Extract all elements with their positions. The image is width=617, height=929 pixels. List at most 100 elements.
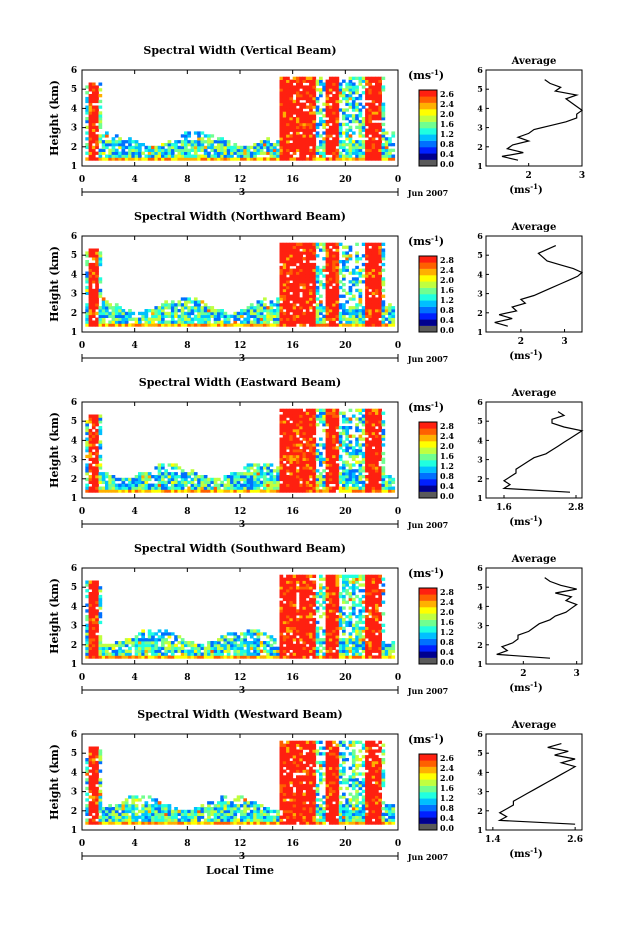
average-x-tick-label: 2.8 xyxy=(568,503,584,513)
heatmap-cell xyxy=(289,122,294,127)
heatmap-cell xyxy=(296,314,300,318)
y-tick-label: 3 xyxy=(71,456,77,466)
heatmap-cell xyxy=(325,480,330,484)
heatmap-cell xyxy=(328,655,333,659)
heatmap-cell xyxy=(309,635,313,639)
heatmap-cell xyxy=(361,119,366,124)
heatmap-cell xyxy=(378,475,382,479)
heatmap-cell xyxy=(203,306,208,310)
heatmap-cell xyxy=(315,320,320,324)
heatmap-cell xyxy=(98,486,103,490)
heatmap-cell xyxy=(381,469,386,473)
heatmap-cell xyxy=(91,652,96,656)
heatmap-cell xyxy=(282,157,287,161)
heatmap-cell xyxy=(332,96,336,101)
heatmap-cell xyxy=(279,489,284,493)
heatmap-cell xyxy=(348,426,353,430)
heatmap-cell xyxy=(111,157,116,161)
heatmap-cell xyxy=(355,143,359,147)
heatmap-cell xyxy=(207,151,211,155)
heatmap-cell xyxy=(338,128,343,132)
heatmap-cell xyxy=(141,652,145,656)
heatmap-cell xyxy=(296,641,300,645)
heatmap-cell xyxy=(193,472,198,476)
heatmap-cell xyxy=(170,309,175,313)
heatmap-cell xyxy=(286,589,290,593)
average-y-tick-label: 4 xyxy=(477,103,483,113)
heatmap-cell xyxy=(335,626,340,630)
heatmap-cell xyxy=(207,483,211,487)
heatmap-cell xyxy=(213,309,218,313)
heatmap-cell xyxy=(325,574,330,578)
heatmap-cell xyxy=(315,592,320,596)
heatmap-cell xyxy=(312,317,317,321)
heatmap-cell xyxy=(328,620,333,625)
heatmap-cell xyxy=(118,655,122,659)
heatmap-cell xyxy=(309,589,313,593)
heatmap-cell xyxy=(309,449,313,453)
heatmap-cell xyxy=(338,131,343,135)
heatmap-cell xyxy=(299,609,303,613)
heatmap-cell xyxy=(378,125,382,129)
heatmap-cell xyxy=(187,649,191,653)
heatmap-cell xyxy=(197,323,201,327)
heatmap-cell xyxy=(312,617,317,622)
heatmap-cell xyxy=(322,420,326,424)
heatmap-cell xyxy=(105,140,109,144)
heatmap-cell xyxy=(233,472,238,476)
heatmap-cell xyxy=(328,623,333,627)
heatmap-cell xyxy=(154,483,159,487)
heatmap-cell xyxy=(286,151,290,155)
heatmap-cell xyxy=(328,88,333,92)
heatmap-cell xyxy=(256,151,261,155)
heatmap-cell xyxy=(289,606,294,610)
heatmap-cell xyxy=(177,140,182,144)
heatmap-cell xyxy=(328,606,333,610)
heatmap-cell xyxy=(95,449,99,453)
heatmap-cell xyxy=(193,652,198,656)
heatmap-cell xyxy=(253,323,257,327)
heatmap-cell xyxy=(296,134,300,138)
heatmap-cell xyxy=(259,157,264,161)
heatmap-cell xyxy=(91,638,96,642)
heatmap-cell xyxy=(98,288,103,293)
heatmap-cell xyxy=(144,652,149,656)
heatmap-cell xyxy=(312,76,317,80)
heatmap-cell xyxy=(302,449,307,453)
heatmap-cell xyxy=(279,477,284,482)
heatmap-cell xyxy=(88,108,93,112)
heatmap-cell xyxy=(319,463,323,467)
heatmap-cell xyxy=(253,463,257,467)
heatmap-cell xyxy=(335,615,340,619)
heatmap-cell xyxy=(101,145,106,150)
heatmap-cell xyxy=(378,102,382,106)
heatmap-cell xyxy=(124,638,129,642)
heatmap-cell xyxy=(322,638,326,642)
heatmap-cell xyxy=(213,649,218,653)
heatmap-cell xyxy=(299,311,303,316)
heatmap-cell xyxy=(342,475,346,479)
heatmap-cell xyxy=(368,483,373,487)
heatmap-cell xyxy=(91,111,96,115)
heatmap-cell xyxy=(315,245,320,249)
heatmap-cell xyxy=(253,306,257,310)
heatmap-cell xyxy=(315,638,320,642)
heatmap-cell xyxy=(371,306,376,310)
heatmap-cell xyxy=(381,303,386,307)
heatmap-cell xyxy=(325,486,330,490)
heatmap-cell xyxy=(328,117,333,121)
heatmap-cell xyxy=(286,486,290,490)
heatmap-cell xyxy=(174,646,178,650)
heatmap-cell xyxy=(368,79,373,83)
heatmap-cell xyxy=(368,242,373,246)
heatmap-cell xyxy=(286,477,290,482)
heatmap-cell xyxy=(299,449,303,453)
heatmap-cell xyxy=(98,443,103,447)
heatmap-cell xyxy=(124,643,129,648)
heatmap-cell xyxy=(111,643,116,648)
heatmap-cell xyxy=(88,314,93,318)
heatmap-cell xyxy=(296,414,300,418)
heatmap-cell xyxy=(342,277,346,281)
heatmap-cell xyxy=(269,314,274,318)
heatmap-cell xyxy=(256,632,261,636)
